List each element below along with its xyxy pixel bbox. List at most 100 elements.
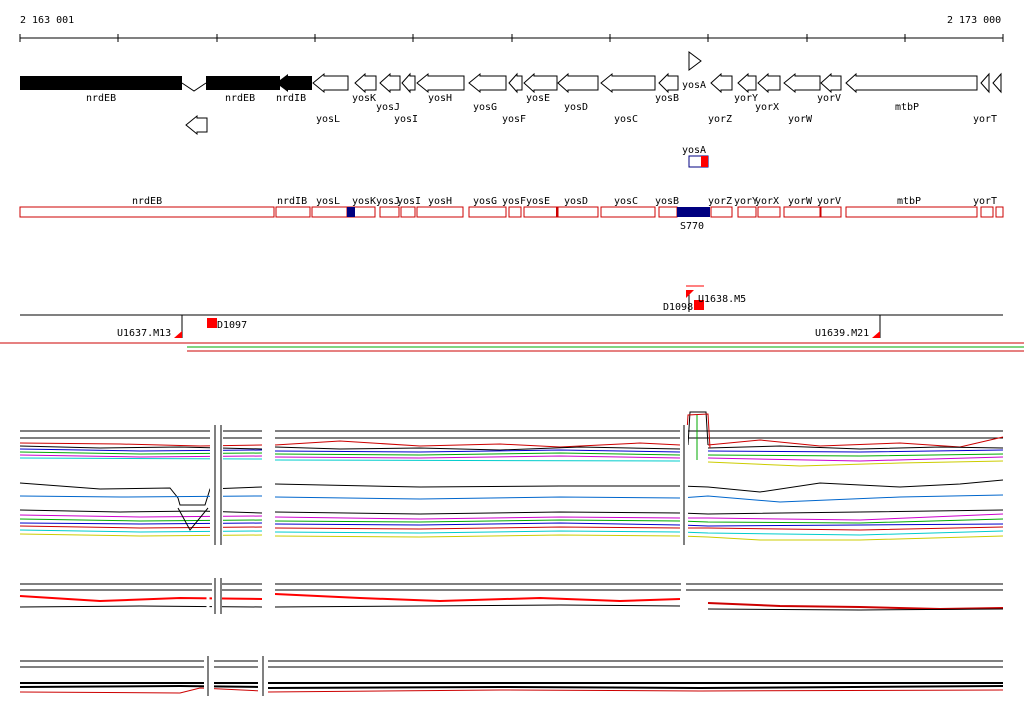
gene-labels-row1: nrdEB nrdEB nrdIB yosK yosJ yosH yosG yo…	[86, 80, 919, 113]
annotation-box[interactable]	[275, 206, 311, 218]
annotation-label: yosC	[614, 196, 638, 207]
annotation-labels: nrdEB nrdIB yosL yosK yosJ yosI yosH yos…	[132, 196, 997, 207]
gene-label: yosD	[564, 102, 588, 113]
annotation-box[interactable]	[980, 206, 994, 218]
annotation-label: mtbP	[897, 196, 921, 207]
gene-yorX[interactable]	[757, 72, 781, 94]
annotation-label: nrdIB	[277, 196, 307, 207]
gene-label: yosL	[316, 114, 340, 125]
gene-reverse-fragment[interactable]	[185, 114, 208, 136]
gene-nrdIB[interactable]	[276, 74, 312, 92]
annotation-label: yosK	[352, 196, 376, 207]
annotation-box[interactable]	[400, 206, 416, 218]
annotation-box[interactable]	[757, 206, 781, 218]
annotation-box[interactable]	[416, 206, 464, 218]
gene-label: yosE	[526, 93, 550, 104]
annotation-box[interactable]	[710, 206, 733, 218]
annotation-label: yosB	[655, 196, 679, 207]
gene-yosI[interactable]	[401, 72, 416, 94]
profile-gaps	[204, 425, 688, 696]
annotation-label: yorV	[817, 196, 841, 207]
annotation-box[interactable]	[523, 206, 558, 218]
yosA-feature[interactable]: yosA	[682, 145, 709, 168]
annotation-label: yosH	[428, 196, 452, 207]
gene-yosA-forward[interactable]	[688, 51, 702, 71]
profile-track-3	[19, 583, 1004, 612]
marker-label[interactable]: U1638.M5	[698, 294, 746, 305]
annotation-box[interactable]	[557, 206, 599, 218]
gene-yosF[interactable]	[508, 72, 523, 94]
gene-label: yosK	[352, 93, 376, 104]
gene-yosB[interactable]	[658, 72, 679, 94]
gene-label: yosH	[428, 93, 452, 104]
gene-yosD[interactable]	[557, 72, 599, 94]
gene-label: yosA	[682, 80, 706, 91]
annotation-box[interactable]	[820, 206, 842, 218]
gene-label: yosC	[614, 114, 638, 125]
annotation-highlight-label: S770	[680, 221, 704, 232]
gene-track: nrdEB nrdEB nrdIB yosK yosJ yosH yosG yo…	[20, 51, 1002, 136]
marker-D1097-box[interactable]	[207, 318, 217, 328]
annotation-label: yosG	[473, 196, 497, 207]
gene-label: yosJ	[376, 102, 400, 113]
marker-label[interactable]: U1637.M13	[117, 328, 171, 339]
annotation-label: nrdEB	[132, 196, 162, 207]
annotation-box[interactable]	[600, 206, 656, 218]
gene-label: nrdEB	[225, 93, 255, 104]
annotation-highlight[interactable]	[347, 207, 355, 217]
gene-yosE[interactable]	[523, 72, 558, 94]
gene-yosK[interactable]	[354, 72, 377, 94]
marker-track: U1637.M13 D1097 D1098 U1638.M5 U1639.M21	[0, 285, 1024, 352]
gene-label: yosF	[502, 114, 526, 125]
gene-yorZ[interactable]	[710, 72, 733, 94]
marker-label[interactable]: D1098	[663, 302, 693, 313]
annotation-label: yorY	[734, 196, 758, 207]
gene-mtbP[interactable]	[845, 72, 978, 94]
gene-nrdEB-1[interactable]	[20, 76, 182, 90]
annotation-label: yorW	[788, 196, 813, 207]
ruler-end-label: 2 173 000	[947, 15, 1001, 26]
gene-yorV[interactable]	[820, 72, 842, 94]
annotation-highlight-S770[interactable]	[677, 207, 710, 217]
annotation-label: yorT	[973, 196, 997, 207]
annotation-box[interactable]	[379, 206, 400, 218]
annotation-box[interactable]	[995, 206, 1004, 218]
annotation-box[interactable]	[737, 206, 757, 218]
annotation-box[interactable]	[19, 206, 275, 218]
gene-yorW[interactable]	[783, 72, 821, 94]
annotation-box[interactable]	[845, 206, 978, 218]
marker-label[interactable]: D1097	[217, 320, 247, 331]
annotation-box[interactable]	[468, 206, 507, 218]
gene-label: yosI	[394, 114, 418, 125]
annotation-label: yosF	[502, 196, 526, 207]
annotation-label: yorZ	[708, 196, 732, 207]
gene-yosH[interactable]	[416, 72, 465, 94]
gene-label: yorZ	[708, 114, 732, 125]
gene-yosC[interactable]	[600, 72, 656, 94]
gene-nrdEB-2[interactable]	[206, 76, 280, 90]
gene-label: yorV	[817, 93, 841, 104]
gene-yosG[interactable]	[468, 72, 507, 94]
gene-label: yorT	[973, 114, 997, 125]
marker-D1098-box[interactable]	[694, 300, 704, 310]
annotation-box[interactable]	[783, 206, 821, 218]
coordinate-ruler: 2 163 001 2 173 000	[19, 15, 1004, 42]
annotation-box[interactable]	[658, 206, 678, 218]
annotation-box[interactable]	[311, 206, 348, 218]
gene-labels-row2: yosL yosI yosF yosC yorZ yorW yorT	[316, 114, 997, 125]
gene-yorT-b[interactable]	[992, 72, 1002, 94]
annotation-box[interactable]	[508, 206, 522, 218]
marker-label[interactable]: U1639.M21	[815, 328, 869, 339]
annotation-label: yosE	[526, 196, 550, 207]
gene-label: mtbP	[895, 102, 919, 113]
gene-yorY[interactable]	[737, 72, 757, 94]
gene-yosJ[interactable]	[379, 72, 401, 94]
annotation-label: yosL	[316, 196, 340, 207]
gene-label: yorY	[734, 93, 758, 104]
gene-yosL[interactable]	[312, 72, 349, 94]
gene-yorT-a[interactable]	[980, 72, 990, 94]
annotation-label: yosD	[564, 196, 588, 207]
gene-label: yosG	[473, 102, 497, 113]
annotation-track: nrdEB nrdIB yosL yosK yosJ yosI yosH yos…	[19, 196, 1004, 232]
